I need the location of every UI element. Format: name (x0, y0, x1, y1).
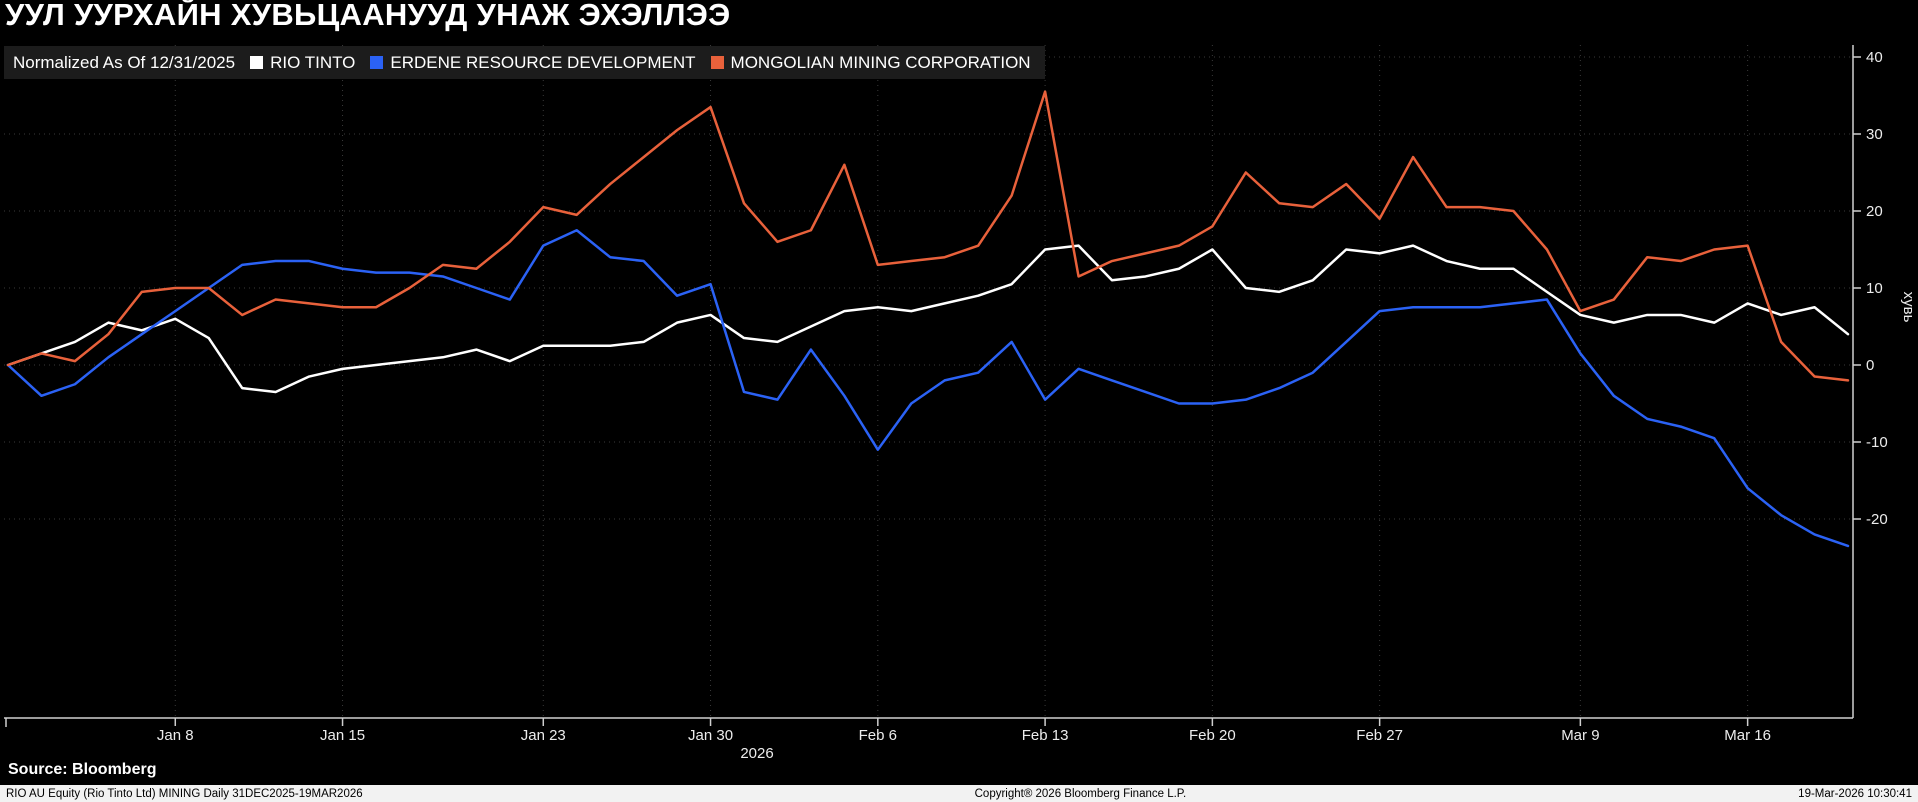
x-axis-year-label: 2026 (740, 745, 773, 762)
series-line-mongolian-mining-corporation (6, 90, 1850, 382)
x-tick-label-mar-16: Mar 16 (1724, 727, 1771, 744)
chart-title: УУЛ УУРХАЙН ХУВЬЦААНУУД УНАЖ ЭХЭЛЛЭЭ (5, 0, 731, 32)
y-tick-label-10: 10 (1866, 280, 1883, 297)
legend-swatch-icon-mongolian-mining-corporation (710, 56, 724, 69)
x-tick-label-jan-30: Jan 30 (688, 727, 733, 744)
y-tick-label--10: -10 (1866, 434, 1888, 451)
x-tick-label-jan-15: Jan 15 (320, 727, 365, 744)
footer-timestamp: 19-Mar-2026 10:30:41 (1798, 787, 1912, 800)
footer-bar: RIO AU Equity (Rio Tinto Ltd) MINING Dai… (0, 785, 1918, 802)
y-tick-label--20: -20 (1866, 511, 1888, 528)
legend-label-rio-tinto: RIO TINTO (270, 52, 356, 72)
normalized-as-of-label: Normalized As Of 12/31/2025 (13, 52, 236, 72)
chart-legend: Normalized As Of 12/31/2025 RIO TINTO ERD… (4, 46, 1045, 79)
x-tick-label-feb-13: Feb 13 (1022, 727, 1069, 744)
legend-item-mongolian-mining-corporation: MONGOLIAN MINING CORPORATION (710, 52, 1031, 73)
x-tick-label-jan-8: Jan 8 (157, 727, 194, 744)
legend-swatch-icon-rio-tinto (250, 56, 264, 69)
series-line-rio-tinto (6, 244, 1850, 394)
y-tick-label-40: 40 (1866, 49, 1883, 66)
footer-copyright: Copyright® 2026 Bloomberg Finance L.P. (974, 787, 1187, 800)
y-tick-label-0: 0 (1866, 357, 1874, 374)
y-tick-label-20: 20 (1866, 203, 1883, 220)
legend-item-rio-tinto: RIO TINTO (250, 53, 355, 73)
x-tick-label-mar-9: Mar 9 (1561, 727, 1599, 744)
series-line-erdene-resource-development (6, 229, 1850, 548)
y-axis-unit-label: хувь (1900, 292, 1917, 323)
x-tick-label-jan-23: Jan 23 (521, 727, 566, 744)
legend-label-mongolian-mining-corporation: MONGOLIAN MINING CORPORATION (730, 52, 1031, 72)
x-tick-label-feb-6: Feb 6 (859, 727, 897, 744)
source-label: Source: Bloomberg (8, 761, 157, 778)
x-tick-label-feb-20: Feb 20 (1189, 727, 1236, 744)
x-tick-label-feb-27: Feb 27 (1356, 727, 1403, 744)
legend-label-erdene-resource-development: ERDENE RESOURCE DEVELOPMENT (390, 52, 696, 72)
legend-items: RIO TINTO ERDENE RESOURCE DEVELOPMENT MONG… (250, 53, 1031, 73)
legend-swatch-icon-erdene-resource-development (370, 56, 384, 69)
y-tick-label-30: 30 (1866, 126, 1883, 143)
footer-security-info: RIO AU Equity (Rio Tinto Ltd) MINING Dai… (6, 787, 363, 800)
legend-item-erdene-resource-development: ERDENE RESOURCE DEVELOPMENT (370, 52, 696, 73)
